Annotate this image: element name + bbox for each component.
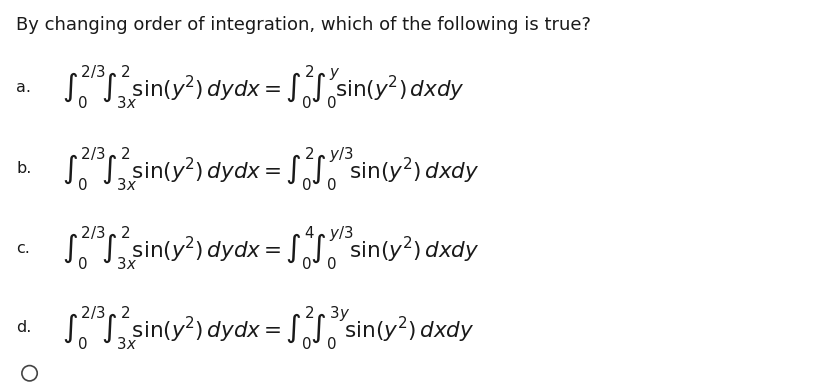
Text: d.: d. — [16, 320, 32, 335]
Text: $\int_0^{2/3}\!\int_{3x}^{2}\!\sin(y^2)\,dydx = \int_0^{4}\!\int_0^{y/3}\!\sin(y: $\int_0^{2/3}\!\int_{3x}^{2}\!\sin(y^2)\… — [62, 224, 479, 272]
Text: By changing order of integration, which of the following is true?: By changing order of integration, which … — [16, 16, 591, 33]
Text: $\int_0^{2/3}\!\int_{3x}^{2}\!\sin(y^2)\,dydx = \int_0^{2}\!\int_0^{3y}\!\sin(y^: $\int_0^{2/3}\!\int_{3x}^{2}\!\sin(y^2)\… — [62, 304, 474, 352]
Text: a.: a. — [16, 80, 31, 95]
Text: b.: b. — [16, 161, 32, 176]
Text: $\int_0^{2/3}\!\int_{3x}^{2}\!\sin(y^2)\,dydx = \int_0^{2}\!\int_0^{y}\!\sin(y^2: $\int_0^{2/3}\!\int_{3x}^{2}\!\sin(y^2)\… — [62, 63, 465, 111]
Text: $\int_0^{2/3}\!\int_{3x}^{2}\!\sin(y^2)\,dydx = \int_0^{2}\!\int_0^{y/3}\!\sin(y: $\int_0^{2/3}\!\int_{3x}^{2}\!\sin(y^2)\… — [62, 145, 479, 193]
Text: c.: c. — [16, 241, 30, 256]
